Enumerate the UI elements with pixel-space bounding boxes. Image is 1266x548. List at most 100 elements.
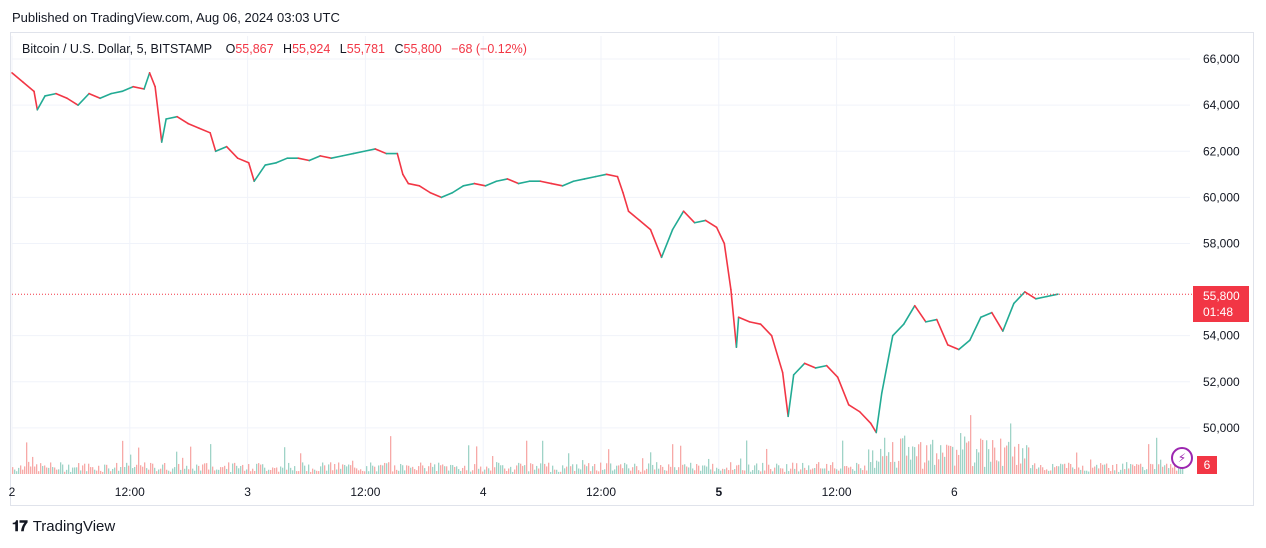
- brand-footer[interactable]: 𝟏𝟕 TradingView: [12, 518, 115, 535]
- high-value: 55,924: [292, 42, 331, 56]
- price-segment: [980, 311, 993, 319]
- volume-bar: [1148, 444, 1150, 474]
- price-segment: [1013, 291, 1026, 305]
- volume-bar: [672, 444, 674, 474]
- volume-bar: [254, 470, 256, 474]
- volume-bar: [656, 462, 658, 474]
- volume-bar: [224, 465, 226, 474]
- volume-bar: [446, 466, 448, 474]
- volume-bar: [1018, 443, 1020, 474]
- volume-bar: [786, 464, 788, 474]
- volume-bar: [732, 469, 734, 474]
- volume-bar: [236, 465, 238, 474]
- volume-bar: [12, 467, 14, 474]
- price-segment: [440, 191, 454, 199]
- volume-bar: [550, 471, 552, 474]
- volume-bar: [270, 469, 272, 474]
- last-price-tag: 55,800 01:48: [1193, 286, 1249, 322]
- volume-bar: [734, 469, 736, 474]
- volume-bar: [1132, 464, 1134, 474]
- volume-bar: [14, 469, 16, 474]
- chart-frame[interactable]: [10, 32, 1254, 506]
- volume-bar: [570, 466, 572, 474]
- volume-bar: [472, 470, 474, 474]
- volume-bar: [942, 452, 944, 474]
- price-segment: [638, 219, 652, 231]
- volume-bar: [114, 467, 116, 474]
- volume-bar: [1140, 463, 1142, 474]
- volume-bar: [1042, 467, 1044, 474]
- volume-bar: [676, 470, 678, 474]
- volume-bar: [104, 464, 106, 474]
- volume-bar: [108, 468, 110, 474]
- volume-bar: [178, 463, 180, 474]
- volume-bar: [528, 471, 530, 474]
- volume-bar: [136, 464, 138, 474]
- volume-bar: [404, 470, 406, 474]
- volume-bar: [390, 436, 392, 474]
- volume-bar: [42, 465, 44, 474]
- volume-bar: [1122, 463, 1124, 474]
- volume-bar: [414, 469, 416, 474]
- volume-bar: [1082, 465, 1084, 474]
- volume-bar: [1062, 464, 1064, 474]
- price-segment: [407, 182, 421, 187]
- volume-bar: [1030, 468, 1032, 474]
- volume-bar: [780, 468, 782, 474]
- volume-bar: [188, 469, 190, 474]
- volume-bar: [846, 466, 848, 474]
- volume-bar: [1130, 464, 1132, 474]
- volume-bar: [848, 467, 850, 474]
- volume-bar: [354, 467, 356, 474]
- volume-bar: [1020, 463, 1022, 474]
- volume-bar: [646, 468, 648, 474]
- symbol-title[interactable]: Bitcoin / U.S. Dollar, 5, BITSTAMP: [22, 42, 213, 56]
- volume-bar: [168, 470, 170, 474]
- lightning-icon[interactable]: ⚡: [1171, 447, 1193, 469]
- volume-bar: [200, 470, 202, 474]
- volume-bar: [1070, 463, 1072, 474]
- volume-bar: [642, 458, 644, 474]
- volume-bar: [274, 468, 276, 474]
- volume-bar: [282, 467, 284, 474]
- volume-bar: [18, 467, 20, 474]
- volume-bar: [1118, 471, 1120, 474]
- volume-bar: [1144, 470, 1146, 474]
- volume-bar: [1120, 469, 1122, 474]
- volume-bar: [536, 465, 538, 474]
- volume-bar: [30, 466, 32, 474]
- volume-bar: [890, 461, 892, 474]
- price-segment: [77, 92, 90, 106]
- volume-bar: [922, 468, 924, 474]
- volume-bar: [868, 449, 870, 474]
- volume-bar: [888, 452, 890, 474]
- volume-bar: [832, 462, 834, 474]
- price-segment: [236, 157, 250, 164]
- price-segment: [847, 404, 861, 413]
- y-tick-label: 62,000: [1203, 144, 1240, 158]
- volume-bar: [716, 467, 718, 474]
- price-segment: [247, 161, 256, 183]
- volume-bar: [340, 468, 342, 474]
- volume-bar: [106, 464, 108, 474]
- volume-bar: [392, 471, 394, 474]
- volume-bar: [1002, 465, 1004, 474]
- volume-bar: [960, 433, 962, 474]
- volume-bar: [372, 465, 374, 474]
- volume-bar: [894, 461, 896, 474]
- last-price-value: 55,800: [1203, 289, 1240, 303]
- volume-bar: [322, 462, 324, 474]
- volume-bar: [728, 470, 730, 474]
- volume-bar: [54, 467, 56, 474]
- price-segment: [225, 145, 239, 159]
- volume-bar: [892, 442, 894, 474]
- volume-bar: [622, 468, 624, 474]
- volume-bar: [554, 469, 556, 474]
- volume-bar: [350, 465, 352, 474]
- volume-bar: [376, 471, 378, 474]
- volume-bar: [228, 462, 230, 474]
- volume-bar: [914, 447, 916, 474]
- price-segment: [649, 228, 663, 259]
- volume-bar: [572, 464, 574, 474]
